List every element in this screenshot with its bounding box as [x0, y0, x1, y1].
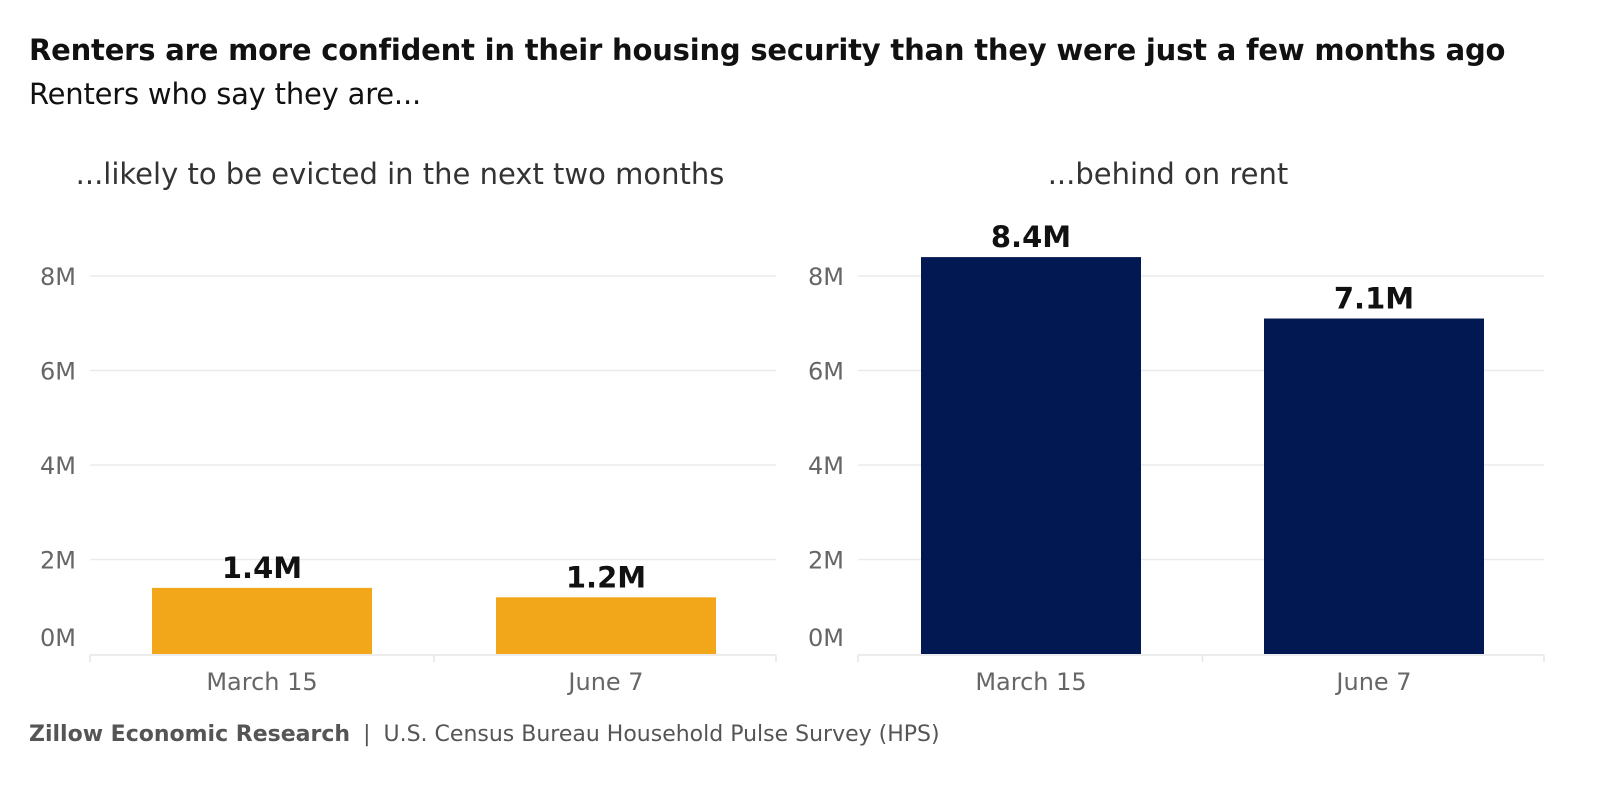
footer: Zillow Economic Research | U.S. Census B…	[29, 722, 940, 747]
footer-separator: |	[363, 722, 371, 747]
footer-source: U.S. Census Bureau Household Pulse Surve…	[383, 722, 940, 747]
y-tick-label: 6M	[808, 358, 844, 386]
panel-title: ...likely to be evicted in the next two …	[76, 157, 725, 191]
x-category-label: June 7	[566, 668, 643, 696]
bar	[1264, 318, 1484, 654]
y-tick-label: 2M	[808, 547, 844, 575]
bar-value-label: 1.2M	[566, 560, 646, 594]
y-tick-label: 8M	[808, 263, 844, 291]
bar	[496, 597, 716, 654]
x-category-label: March 15	[975, 668, 1086, 696]
y-tick-label: 4M	[40, 452, 76, 480]
x-category-label: March 15	[206, 668, 317, 696]
panel-title: ...behind on rent	[1048, 157, 1289, 191]
bar-value-label: 8.4M	[991, 220, 1071, 254]
y-tick-label: 0M	[40, 624, 76, 652]
bar	[152, 587, 372, 654]
y-tick-label: 0M	[808, 624, 844, 652]
y-tick-label: 2M	[40, 547, 76, 575]
x-category-label: June 7	[1334, 668, 1411, 696]
chart-subtitle: Renters who say they are...	[29, 77, 421, 111]
bar-value-label: 7.1M	[1334, 282, 1414, 316]
footer-brand: Zillow Economic Research	[29, 722, 351, 747]
bar	[921, 257, 1141, 654]
y-tick-label: 6M	[40, 358, 76, 386]
chart-title: Renters are more confident in their hous…	[29, 33, 1506, 67]
bar-value-label: 1.4M	[222, 551, 302, 585]
y-tick-label: 4M	[808, 452, 844, 480]
y-tick-label: 8M	[40, 263, 76, 291]
